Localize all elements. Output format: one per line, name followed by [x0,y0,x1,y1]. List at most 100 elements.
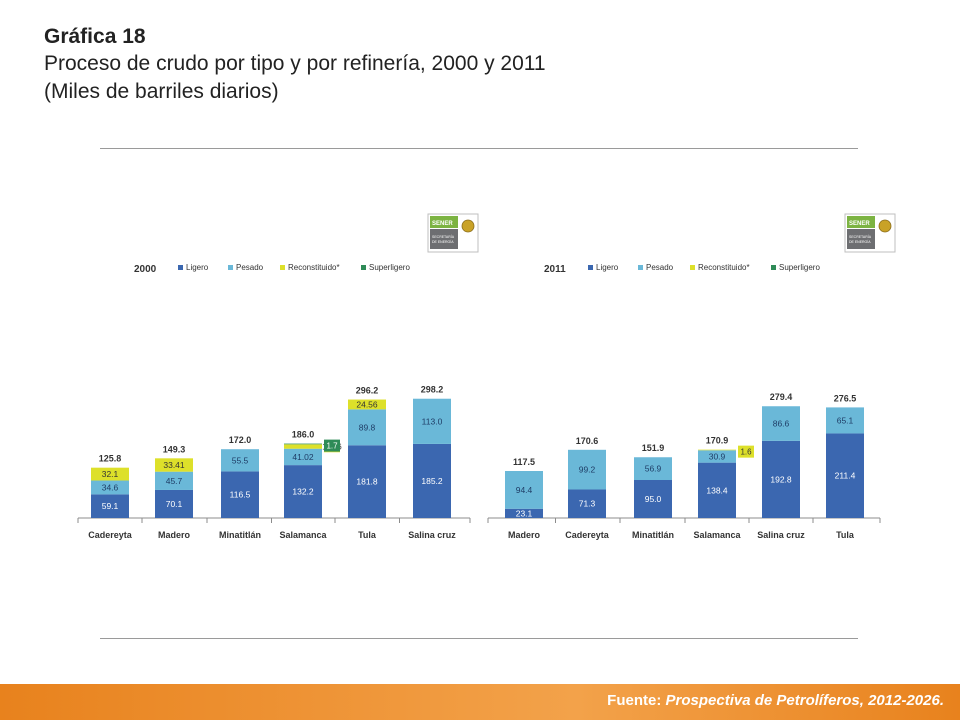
data-label: 45.7 [166,476,183,486]
category-label: Tula [836,530,855,540]
legend-label: Ligero [186,263,209,272]
data-label: 65.1 [837,415,854,425]
category-label: Madero [508,530,541,540]
bar-segment-pesado [91,480,129,495]
sener-logo-subtitle: SECRETARÍA [849,235,872,239]
emblem-icon [878,219,892,233]
chart-title: Proceso de crudo por tipo y por refinerí… [44,52,546,75]
bar-segment-pesado [155,471,193,490]
panel-year: 2011 [544,264,566,275]
bar-segment-ligero [348,445,386,518]
category-label: Minatitlán [632,530,674,540]
data-label: 95.0 [645,494,662,504]
source-text: Fuente: Prospectiva de Petrolíferos, 201… [607,692,944,709]
top-divider [100,148,858,149]
bar-segment-ligero [221,471,259,518]
total-label: 172.0 [229,435,252,445]
data-label: 86.6 [773,419,790,429]
sener-logo-text: SENER [432,221,453,227]
legend-label: Reconstituido* [288,263,340,272]
data-label: 192.8 [770,474,792,484]
bar-segment-pesado [413,398,451,444]
source-title: Prospectiva de Petrolíferos, 2012-2026. [665,692,944,709]
data-label: 56.9 [645,464,662,474]
sener-logo-block [847,229,875,249]
bar-segment-pesado [505,471,543,509]
sener-logo-subtitle: DE ENERGÍA [432,240,454,244]
category-label: Salamanca [279,530,327,540]
total-label: 170.6 [576,436,599,446]
legend-swatch [690,265,695,270]
data-label-callout [324,439,340,452]
bar-segment-ligero [634,480,672,518]
total-label: 149.3 [163,444,186,454]
legend-label: Pesado [236,263,264,272]
category-label: Salina cruz [757,530,805,540]
legend-swatch [228,265,233,270]
data-label: 41.02 [292,452,314,462]
data-label: 185.2 [421,476,443,486]
bar-segment-pesado [634,457,672,480]
footer-bar: Fuente: Prospectiva de Petrolíferos, 201… [0,684,960,720]
category-label: Cadereyta [565,530,610,540]
bar-segment-reconstituido [91,467,129,481]
bar-segment-ligero [413,443,451,518]
source-label: Fuente: [607,692,662,709]
emblem-icon [461,219,475,233]
bottom-divider [100,638,858,639]
bar-segment-ligero [698,462,736,518]
data-label: 116.5 [230,490,251,500]
bar-segment-ligero [762,440,800,518]
data-label: 113.0 [422,416,443,426]
bar-segment-pesado [762,406,800,441]
total-label: 117.5 [513,457,535,467]
legend-label: Superligero [369,263,410,272]
total-label: 170.9 [706,436,729,446]
bar-segment-ligero [155,489,193,518]
category-label: Madero [158,530,191,540]
sener-logo-text: SENER [849,221,870,227]
sener-logo-block [430,229,458,249]
panel-year: 2000 [134,264,157,275]
bar-segment-reconstituido [698,449,736,451]
data-label: 94.4 [516,485,533,495]
data-label-callout [738,445,754,458]
bar-segment-reconstituido [348,399,386,410]
bar-segment-ligero [284,465,322,518]
sener-logo-band [847,216,875,228]
bar-segment-reconstituido [155,458,193,472]
data-label: 55.5 [232,455,249,465]
data-label: 1.6 [740,448,752,457]
category-label: Minatitlán [219,530,261,540]
legend-swatch [771,265,776,270]
legend-label: Superligero [779,263,820,272]
data-label: 34.6 [102,482,119,492]
total-label: 186.0 [292,430,315,440]
category-label: Salamanca [693,530,741,540]
data-label: 211.4 [835,471,856,481]
sener-logo-band [430,216,458,228]
legend-swatch [588,265,593,270]
total-label: 125.8 [99,454,122,464]
bar-segment-ligero [505,508,543,518]
category-label: Salina cruz [408,530,456,540]
sener-logo-subtitle: DE ENERGÍA [849,240,871,244]
legend-label: Pesado [646,263,674,272]
data-label: 70.1 [166,499,183,509]
legend-swatch [361,265,366,270]
data-label: 71.3 [579,499,596,509]
data-label: 1.7 [326,442,338,451]
bar-segment-reconstituido [284,444,322,449]
total-label: 298.2 [421,385,444,395]
legend-swatch [280,265,285,270]
data-label: 32.1 [102,469,119,479]
data-label: 138.4 [706,485,728,495]
data-label: 59.1 [102,501,119,511]
bar-segment-ligero [568,489,606,518]
bar-segment-pesado [826,407,864,434]
title-block: Gráfica 18 Proceso de crudo por tipo y p… [44,24,546,106]
bar-segment-pesado [698,450,736,463]
legend-label: Ligero [596,263,619,272]
bar-segment-pesado [568,449,606,490]
